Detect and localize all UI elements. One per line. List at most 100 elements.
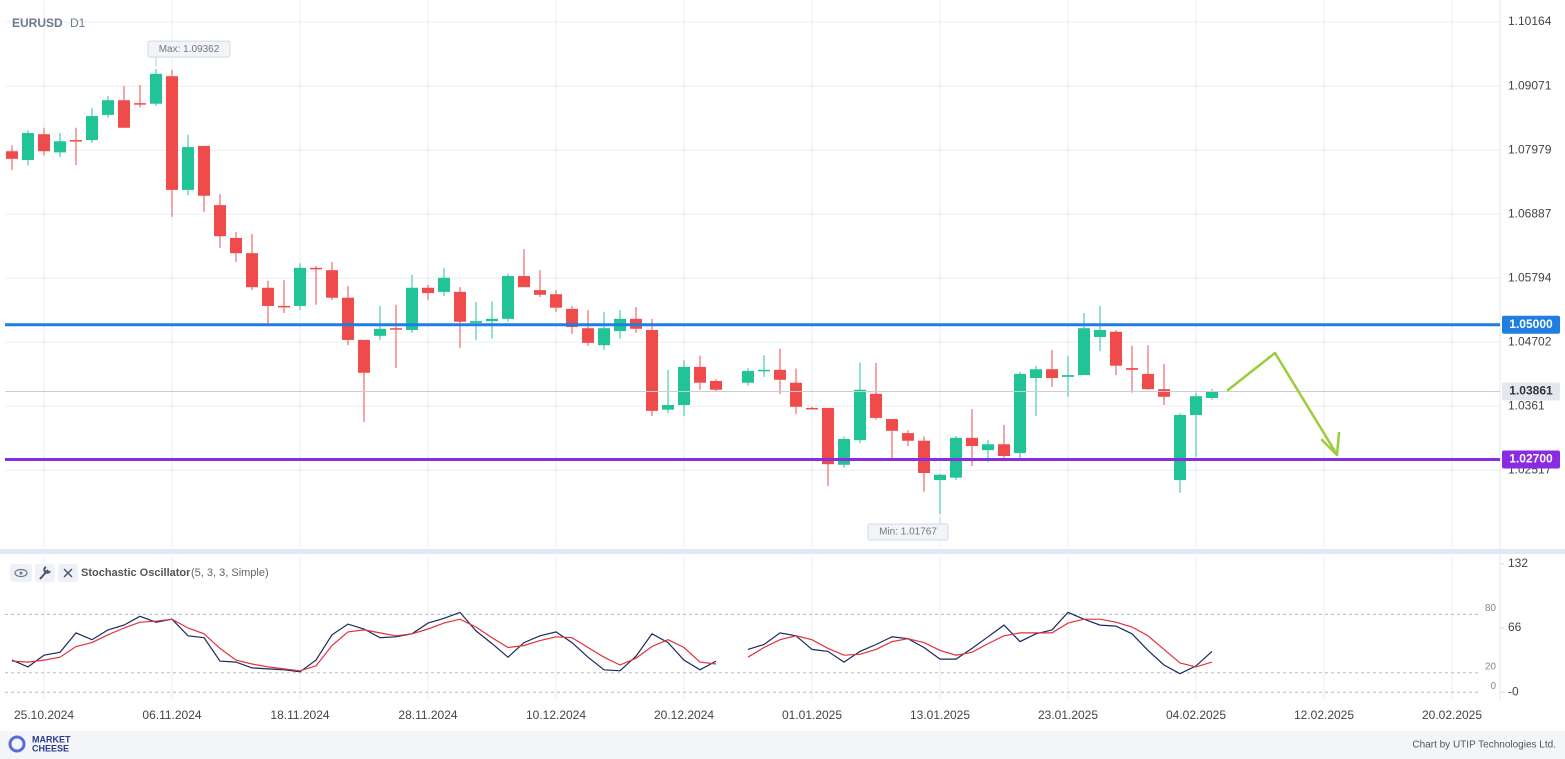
- candle-body: [374, 328, 386, 336]
- candle-body: [406, 287, 418, 330]
- logo-icon: [8, 735, 26, 753]
- candle-body: [1014, 373, 1026, 454]
- candle-body: [470, 321, 482, 323]
- candle-body: [1094, 329, 1106, 338]
- candle-body: [1078, 328, 1090, 376]
- candle-body: [1158, 389, 1170, 397]
- candle-body: [534, 290, 546, 295]
- candle-body: [790, 382, 802, 407]
- candle-body: [214, 205, 226, 237]
- x-tick-label: 04.02.2025: [1166, 708, 1226, 722]
- y-tick-label: 1.09071: [1508, 78, 1552, 92]
- timeframe: D1: [70, 16, 86, 30]
- candle-body: [758, 369, 770, 372]
- candle-body: [182, 147, 194, 190]
- x-tick-label: 23.01.2025: [1038, 708, 1098, 722]
- price-tag-label: 1.03861: [1509, 384, 1553, 398]
- y-tick-label: 1.0361: [1508, 398, 1545, 412]
- candle-body: [1126, 368, 1138, 370]
- candle-body: [454, 291, 466, 322]
- x-tick-label: 01.01.2025: [782, 708, 842, 722]
- candle-body: [102, 100, 114, 115]
- x-tick-label: 25.10.2024: [14, 708, 74, 722]
- close-icon: [63, 568, 73, 578]
- candle-body: [422, 287, 434, 294]
- candle-body: [998, 444, 1010, 456]
- candle-body: [902, 433, 914, 441]
- arrow-path: [1226, 351, 1338, 455]
- level-label: 20: [1485, 661, 1497, 672]
- candle-body: [966, 437, 978, 447]
- stochastic-line: [11, 611, 1213, 675]
- x-tick-label: 20.12.2024: [654, 708, 714, 722]
- candle-body: [1110, 331, 1122, 366]
- candle-body: [246, 253, 258, 288]
- y-tick-label: 1.07979: [1508, 142, 1552, 156]
- candle-body: [326, 270, 338, 298]
- candle-body: [822, 407, 834, 465]
- candle-body: [486, 318, 498, 322]
- candle-body: [870, 393, 882, 418]
- wrench-icon: [39, 566, 51, 580]
- candle-body: [950, 437, 962, 478]
- candle-body: [982, 444, 994, 451]
- level-label: 80: [1485, 603, 1497, 614]
- candle-body: [342, 297, 354, 340]
- candle-body: [166, 76, 178, 190]
- candle-body: [550, 294, 562, 308]
- footer: [0, 731, 1565, 759]
- annotation-box: [147, 40, 231, 58]
- candle-body: [1174, 414, 1186, 481]
- price-tag: [1502, 382, 1560, 401]
- x-tick-label: 20.02.2025: [1422, 708, 1482, 722]
- forecast-arrow: [1226, 351, 1341, 457]
- candle-body: [598, 328, 610, 346]
- candle-body: [1206, 391, 1218, 398]
- candle-body: [438, 277, 450, 292]
- y-tick-label: -0: [1508, 684, 1519, 698]
- price-tag-label: 1.02700: [1509, 452, 1553, 466]
- candle-body: [198, 145, 210, 196]
- y-tick-label: 1.06887: [1508, 206, 1552, 220]
- candle-body: [1030, 369, 1042, 379]
- candle-body: [22, 133, 34, 161]
- annotation: Min: 1.01767: [879, 527, 937, 538]
- arrow-head: [1320, 431, 1341, 457]
- candle-body: [390, 328, 402, 330]
- price-tag: [1502, 315, 1560, 334]
- stochastic-line: [11, 618, 1213, 672]
- candle-body: [38, 134, 50, 152]
- candle-body: [518, 276, 530, 288]
- candle-body: [1142, 373, 1154, 390]
- candle-body: [854, 389, 866, 441]
- candle-body: [742, 370, 754, 383]
- x-tick-label: 28.11.2024: [398, 708, 457, 722]
- logo-text: CHEESE: [32, 743, 69, 753]
- eye-icon: [14, 568, 28, 578]
- candle-body: [774, 369, 786, 380]
- x-tick-label: 12.02.2025: [1294, 708, 1354, 722]
- logo-text: MARKET: [32, 734, 71, 744]
- candle-body: [230, 237, 242, 254]
- candle-body: [710, 380, 722, 390]
- indicator-title: Stochastic Oscillator: [81, 567, 191, 579]
- candle-body: [502, 276, 514, 319]
- symbol: EURUSD: [12, 16, 63, 30]
- y-tick-label: 66: [1508, 620, 1522, 634]
- candle-body: [310, 267, 322, 270]
- x-tick-label: 10.12.2024: [526, 708, 586, 722]
- candle-body: [886, 419, 898, 431]
- y-tick-label: 1.04702: [1508, 334, 1552, 348]
- candle-body: [1190, 396, 1202, 415]
- x-tick-label: 13.01.2025: [910, 708, 970, 722]
- candle-body: [566, 308, 578, 328]
- candle-body: [678, 366, 690, 405]
- price-tag: [1502, 450, 1560, 469]
- candle-body: [934, 474, 946, 481]
- candle-body: [118, 100, 130, 128]
- candle-body: [86, 116, 98, 141]
- x-tick-label: 06.11.2024: [142, 708, 201, 722]
- annotation: Max: 1.09362: [159, 44, 220, 55]
